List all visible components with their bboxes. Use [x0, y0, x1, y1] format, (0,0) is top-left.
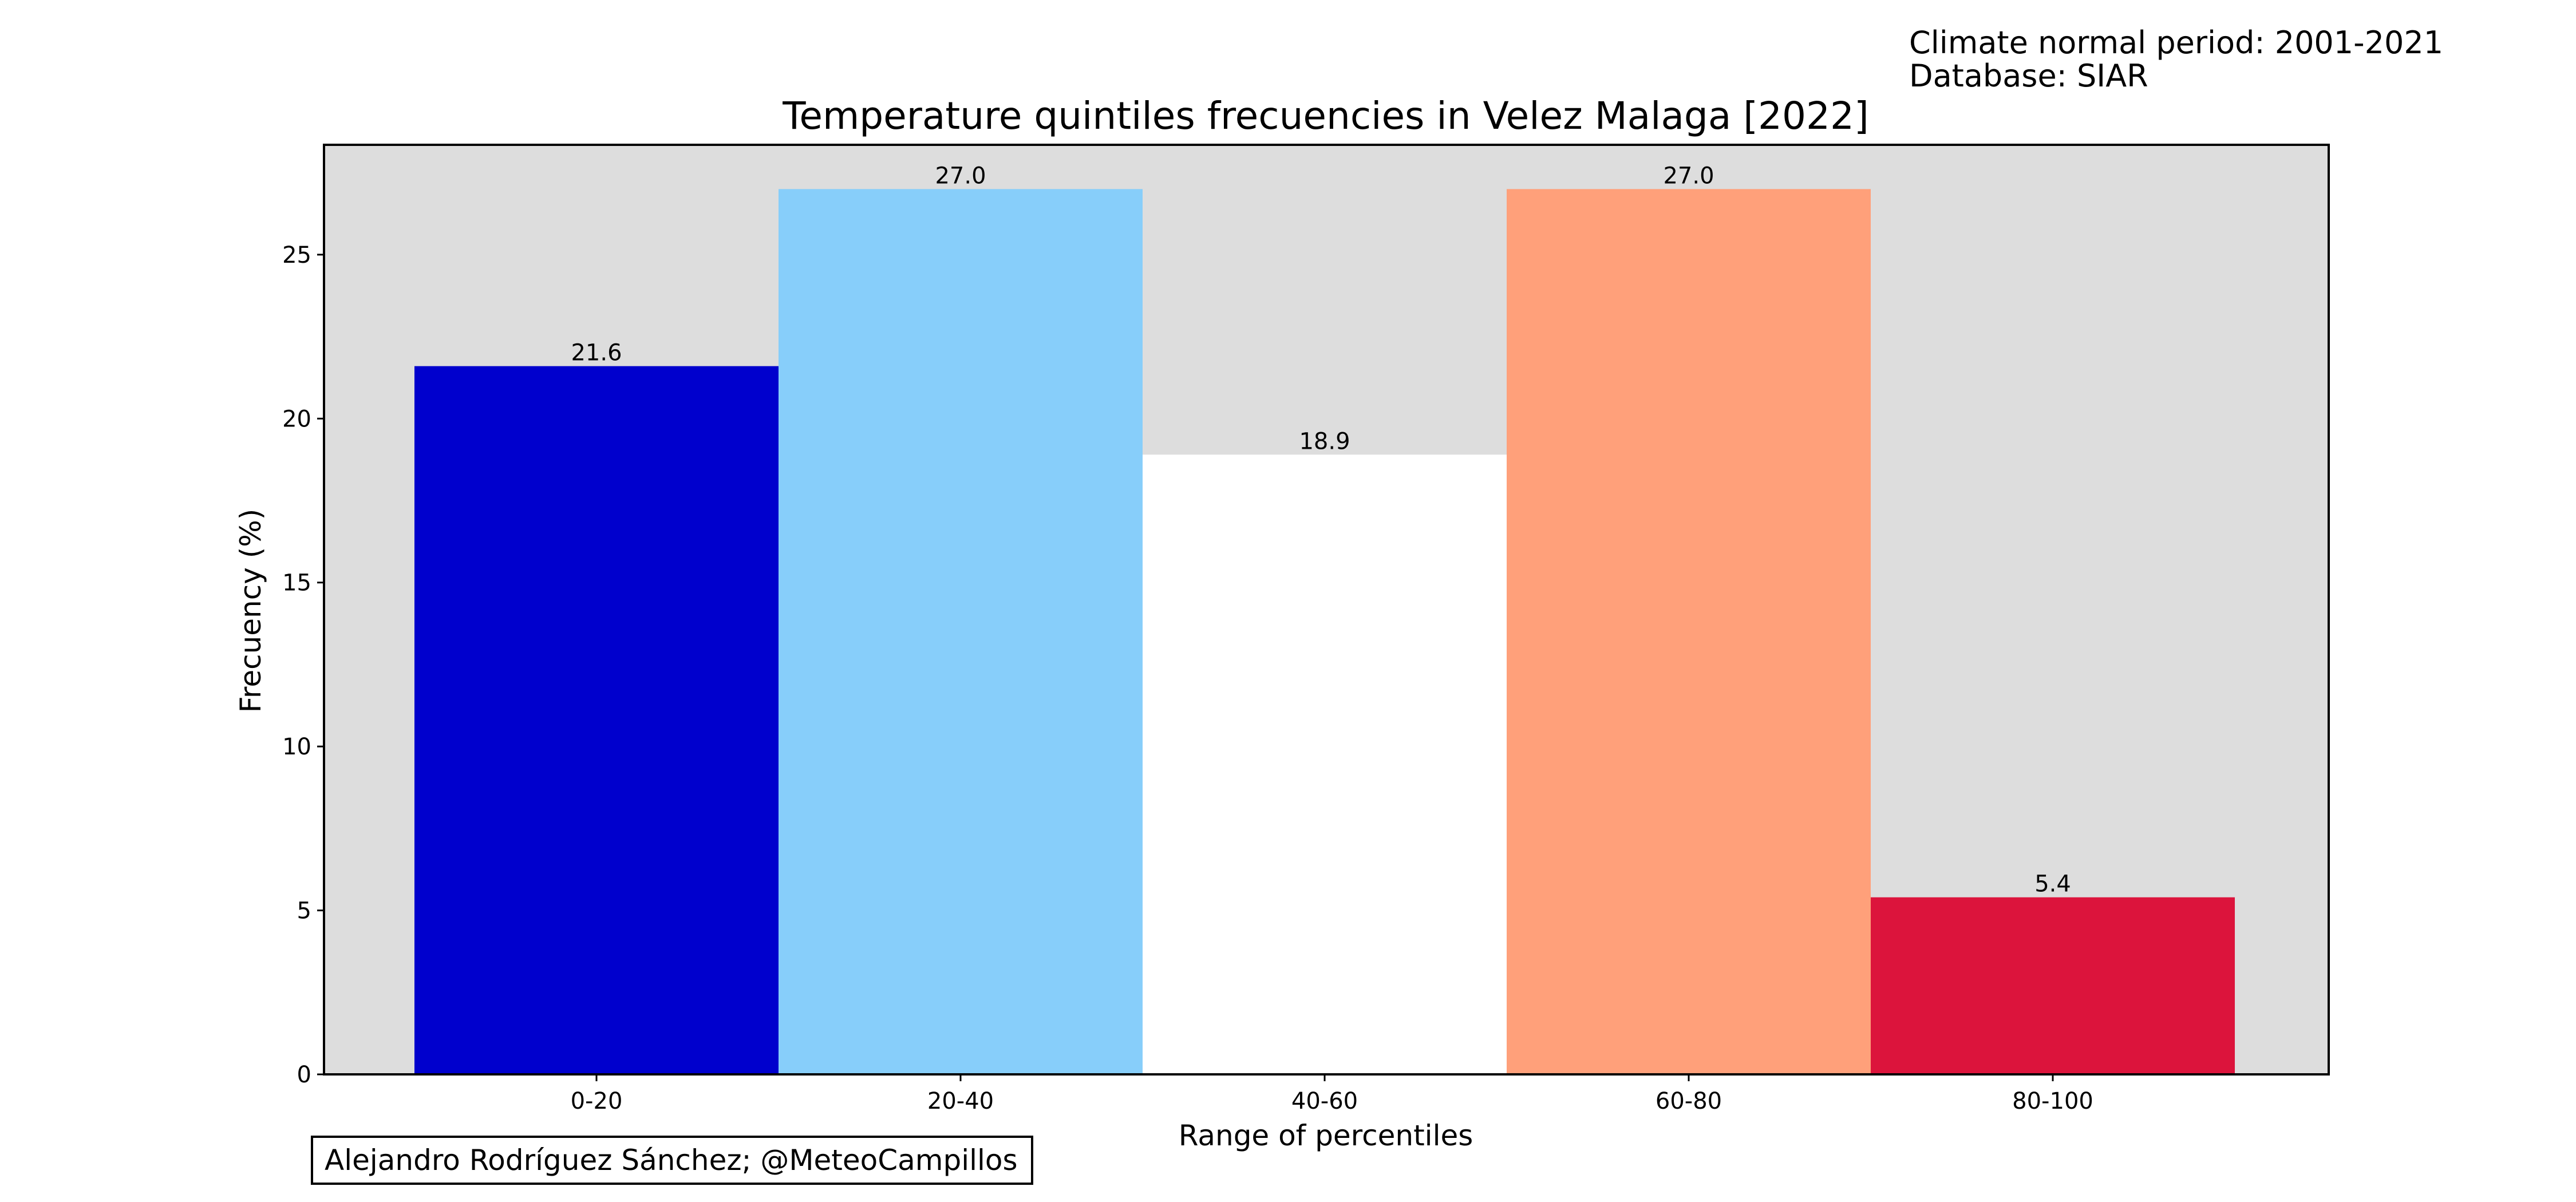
bar-60-80	[1507, 189, 1871, 1074]
x-axis-label: Range of percentiles	[1179, 1119, 1473, 1152]
value-label-40-60: 18.9	[1299, 428, 1350, 454]
y-axis-label: Frecuency (%)	[234, 509, 267, 713]
bar-40-60	[1143, 454, 1507, 1075]
credit-box: Alejandro Rodríguez Sánchez; @MeteoCampi…	[311, 1136, 1033, 1185]
y-tick-label-20: 20	[282, 406, 311, 432]
value-labels-layer: 21.6 27.0 18.9 27.0 5.4	[571, 163, 2071, 897]
x-tick-label-80-100: 80-100	[2012, 1088, 2093, 1114]
x-tick-label-40-60: 40-60	[1291, 1088, 1358, 1114]
x-tick-label-20-40: 20-40	[927, 1088, 994, 1114]
x-tick-label-0-20: 0-20	[571, 1088, 623, 1114]
y-tick-label-5: 5	[297, 898, 311, 924]
plot-frame	[323, 144, 2330, 1076]
x-axis: 0-20 20-40 40-60 60-80 80-100	[571, 1074, 2093, 1114]
bar-80-100	[1871, 897, 2235, 1074]
meta-database-line: Database: SIAR	[1909, 58, 2148, 94]
value-label-0-20: 21.6	[571, 340, 622, 366]
x-tick-label-60-80: 60-80	[1656, 1088, 1722, 1114]
bar-20-40	[779, 189, 1143, 1074]
y-axis: 0 5 10 15 20 25	[282, 242, 324, 1088]
value-label-60-80: 27.0	[1663, 163, 1714, 189]
y-tick-label-0: 0	[297, 1062, 311, 1088]
bar-0-20	[414, 366, 779, 1074]
y-tick-label-25: 25	[282, 242, 311, 268]
chart-title: Temperature quintiles frecuencies in Vel…	[782, 94, 1868, 138]
bars-layer	[414, 189, 2235, 1075]
y-tick-label-10: 10	[282, 734, 311, 760]
credit-text: Alejandro Rodríguez Sánchez; @MeteoCampi…	[325, 1144, 1018, 1177]
meta-period-line: Climate normal period: 2001-2021	[1909, 25, 2444, 61]
value-label-20-40: 27.0	[935, 163, 986, 189]
value-label-80-100: 5.4	[2034, 871, 2071, 897]
y-tick-label-15: 15	[282, 570, 311, 596]
